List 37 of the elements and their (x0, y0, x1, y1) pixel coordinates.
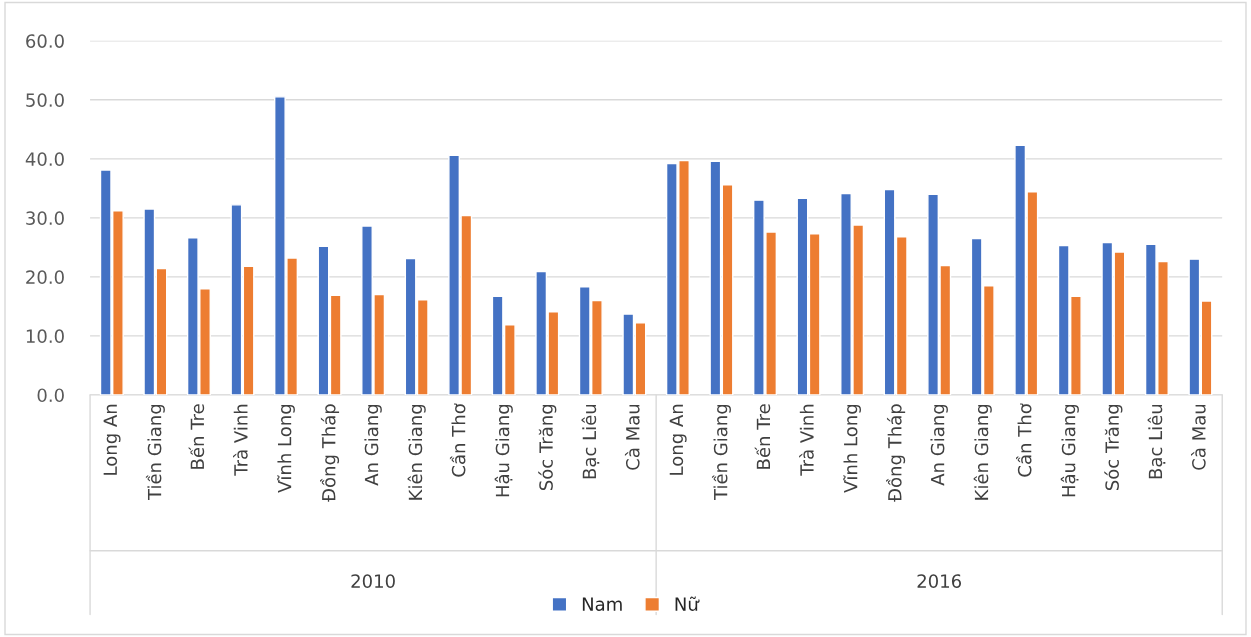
x-tick-label: Long An (669, 404, 687, 475)
x-tick-label: Vĩnh Long (843, 404, 861, 493)
x-tick-label: Tiền Giang (711, 404, 731, 501)
x-tick-label: An Giang (930, 404, 948, 486)
x-tick-label: Đồng Tháp (320, 404, 340, 502)
y-tick-label: 30.0 (26, 211, 64, 225)
y-tick-label: 0.0 (37, 388, 64, 403)
x-tick-label: Hậu Giang (494, 404, 513, 497)
x-tick-label: Tiền Giang (145, 404, 165, 501)
x-tick-label: Sóc Trăng (1104, 404, 1123, 491)
x-tick-label: Kiên Giang (973, 404, 992, 500)
text: 2016 (917, 574, 962, 588)
x-tick-label: Trà Vinh (233, 404, 248, 476)
x-tick-label: Cà Mau (1191, 404, 1206, 470)
x-tick-label: Bạc Liêu (581, 404, 600, 479)
x-tick-label: Cần Thơ (1016, 403, 1032, 477)
x-tick-label: Kiên Giang (407, 404, 426, 500)
x-tick-label: Trà Vinh (799, 404, 814, 476)
x-tick-label: Sóc Trăng (538, 404, 557, 491)
x-tick-label: Đồng Tháp (886, 404, 906, 502)
x-tick-label: Cần Thơ (449, 403, 466, 477)
x-tick-label: Bến Tre (754, 404, 771, 469)
x-tick-label: Cà Mau (624, 404, 640, 470)
x-tick-label: Bạc Liêu (1147, 404, 1166, 479)
legend-label: Nam (582, 597, 622, 611)
legend-label: Nữ (675, 596, 700, 611)
y-tick-label: 50.0 (26, 93, 64, 107)
x-tick-label: An Giang (364, 404, 382, 486)
y-tick-label: 20.0 (26, 270, 64, 284)
x-tick-label: Long An (103, 404, 121, 475)
x-tick-label: Bến Tre (188, 404, 205, 469)
x-tick-label: Vĩnh Long (277, 404, 295, 493)
y-tick-label: 10.0 (26, 329, 64, 344)
y-tick-label: 40.0 (25, 152, 64, 166)
x-tick-label: Hậu Giang (1060, 404, 1079, 497)
y-tick-label: 60.0 (26, 34, 64, 48)
text: 2010 (351, 574, 395, 588)
